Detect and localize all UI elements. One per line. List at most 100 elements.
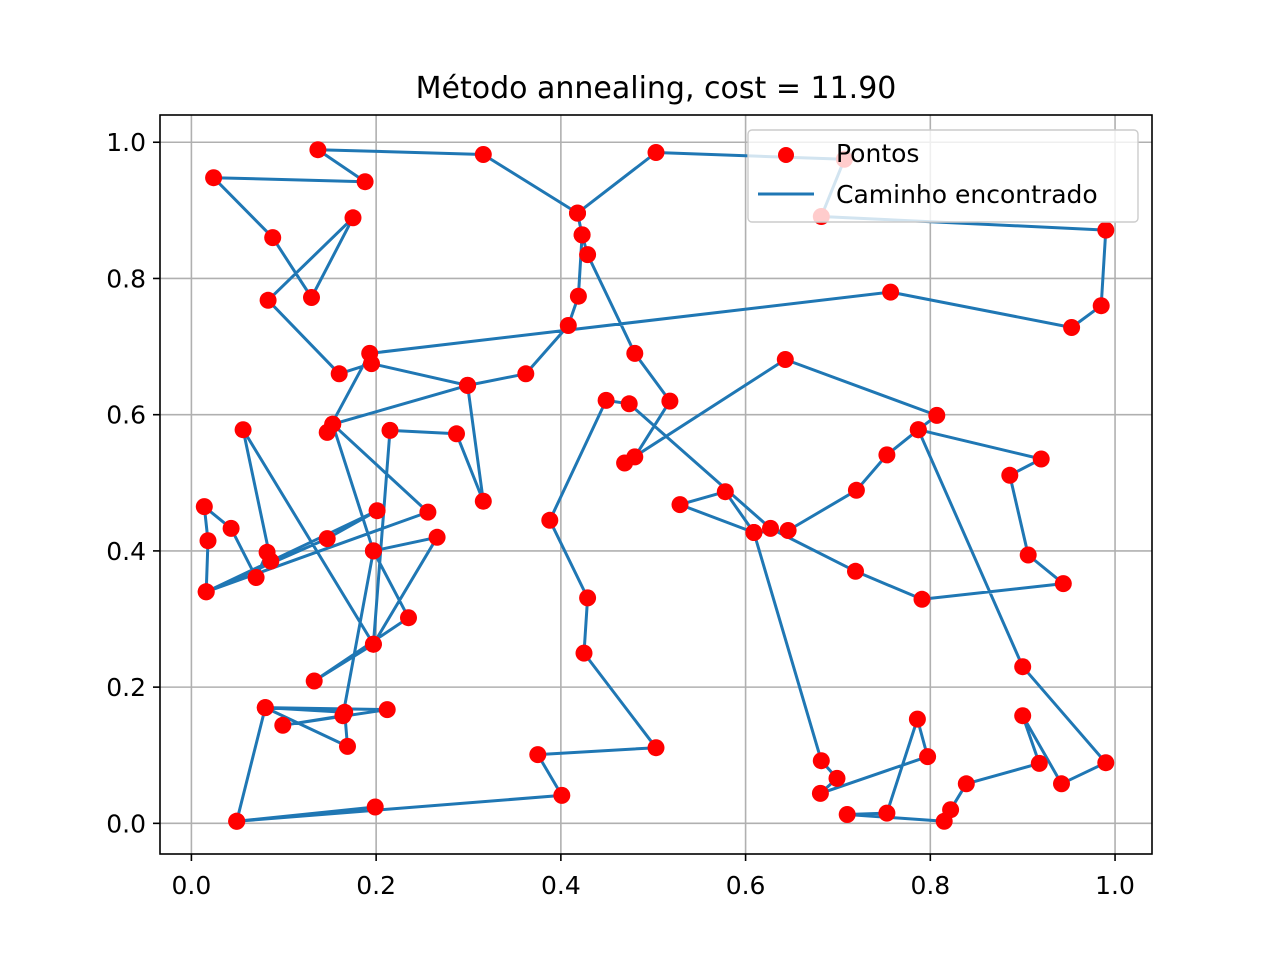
legend: Pontos Caminho encontrado [747,129,1139,223]
scatter-point [573,226,591,244]
scatter-point [779,522,797,539]
scatter-point [264,229,282,247]
x-tick-label: 0.4 [541,871,581,900]
scatter-point [847,562,864,580]
scatter-point [620,395,638,413]
scatter-point [647,144,665,161]
scatter-point [626,344,644,362]
scatter-point [838,806,856,823]
y-tick-label: 0.4 [106,537,146,566]
scatter-point [368,502,386,520]
y-tick-label: 1.0 [106,128,146,157]
scatter-point [517,365,535,383]
scatter-point [913,590,931,608]
scatter-point [366,798,384,816]
scatter-point [671,496,689,514]
scatter-point [336,703,354,721]
scatter-point [882,283,900,301]
scatter-point [1053,775,1070,793]
scatter-point [258,543,276,561]
scatter-point [228,812,246,830]
scatter-point [330,365,348,383]
scatter-point [305,672,323,690]
scatter-point [344,209,362,227]
x-tick-label: 0.0 [172,871,212,900]
scatter-point [303,289,320,306]
y-axis: 0.0 0.2 0.4 0.6 0.8 1.0 [106,128,160,838]
scatter-point [1097,221,1115,239]
scatter-point [942,801,960,819]
scatter-point [559,317,577,334]
scatter-point [400,609,417,627]
scatter-point [909,421,927,439]
scatter-point [597,391,615,409]
y-tick-label: 0.2 [106,673,146,702]
scatter-point [847,481,865,499]
scatter-point [274,716,292,734]
scatter-point [1063,319,1081,336]
scatter-point [762,519,779,537]
scatter-point [448,425,465,443]
scatter-point [569,287,587,305]
legend-marker-pontos [778,147,794,163]
legend-label-pontos: Pontos [836,139,919,168]
y-tick-label: 0.8 [106,264,146,293]
scatter-point [661,392,679,410]
scatter-point [459,376,477,394]
legend-box [747,129,1139,223]
scatter-point [529,746,547,764]
scatter-point [256,699,274,717]
scatter-point [1092,297,1110,315]
chart-title: Método annealing, cost = 11.90 [416,71,897,106]
scatter-point [776,351,794,368]
scatter-point [1054,575,1072,593]
scatter-point [1032,450,1050,468]
scatter-point [716,483,734,501]
scatter-point [919,748,937,766]
scatter-point [1030,754,1048,772]
scatter-point [745,524,763,541]
scatter-point [811,784,829,802]
scatter-point [309,141,327,159]
scatter-point [205,169,223,187]
scatter-point [195,498,213,516]
scatter-point [378,701,396,719]
legend-label-caminho: Caminho encontrado [836,180,1098,209]
scatter-point [553,786,571,804]
scatter-point [575,644,593,662]
scatter-point [1001,466,1019,484]
scatter-point [1097,754,1115,772]
scatter-point [474,146,492,163]
scatter-point [363,355,380,373]
y-tick-label: 0.0 [106,809,146,838]
scatter-point [812,752,830,770]
scatter-point [197,583,215,601]
scatter-point [569,204,586,222]
scatter-point [381,421,399,439]
scatter-point [828,769,846,787]
x-tick-label: 1.0 [1095,871,1135,900]
scatter-point [324,415,342,433]
scatter-point [878,446,896,464]
scatter-point [626,448,644,466]
scatter-point [364,635,382,653]
scatter-point [908,710,926,728]
x-axis: 0.0 0.2 0.4 0.6 0.8 1.0 [172,854,1135,900]
scatter-point [878,804,896,822]
scatter-points [195,141,1115,830]
scatter-point [474,492,492,510]
scatter-point [1014,658,1032,676]
x-tick-label: 0.8 [910,871,950,900]
scatter-point [541,511,559,529]
scatter-point [1019,546,1037,564]
scatter-point [1014,707,1032,725]
y-tick-label: 0.6 [106,401,146,430]
scatter-point [579,589,597,607]
scatter-point [928,406,946,424]
plot-area-frame [159,114,1153,855]
scatter-point [356,173,374,191]
scatter-point [364,542,382,560]
scatter-point [579,246,597,264]
scatter-point [199,532,217,550]
